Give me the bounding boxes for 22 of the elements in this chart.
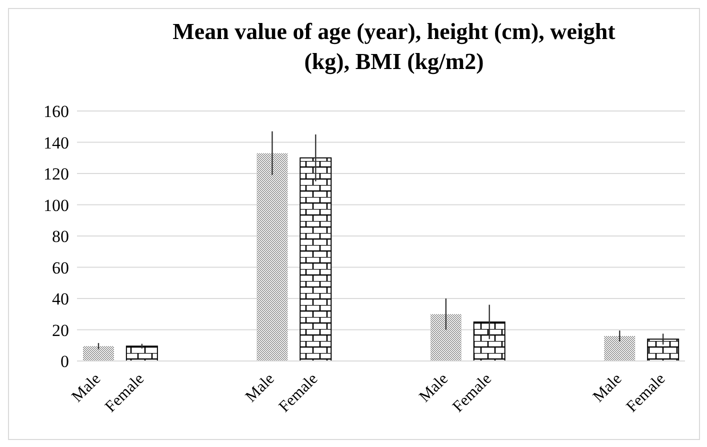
bar xyxy=(126,346,158,361)
y-tick-label: 140 xyxy=(44,133,69,152)
bar xyxy=(647,338,680,361)
y-tick-label: 100 xyxy=(44,196,69,215)
y-tick-label: 0 xyxy=(60,352,69,372)
bar xyxy=(83,346,114,361)
y-tick-label: 160 xyxy=(44,102,69,122)
y-tick-label: 60 xyxy=(52,258,69,278)
bar xyxy=(256,153,288,361)
bar xyxy=(604,336,636,361)
bar xyxy=(473,321,506,361)
y-tick-label: 40 xyxy=(52,290,69,309)
bar xyxy=(300,157,332,361)
y-tick-label: 80 xyxy=(52,227,69,246)
y-tick-label: 120 xyxy=(44,164,69,184)
bar xyxy=(430,314,462,361)
x-tick-label: Male xyxy=(68,370,104,406)
y-tick-label: 20 xyxy=(52,320,69,340)
chart-title: Mean value of age (year), height (cm), weight (kg), BMI (kg/m2) xyxy=(172,18,616,76)
x-tick-label: Male xyxy=(242,370,278,406)
x-tick-label: Male xyxy=(590,370,626,406)
x-tick-label: Male xyxy=(416,370,452,406)
